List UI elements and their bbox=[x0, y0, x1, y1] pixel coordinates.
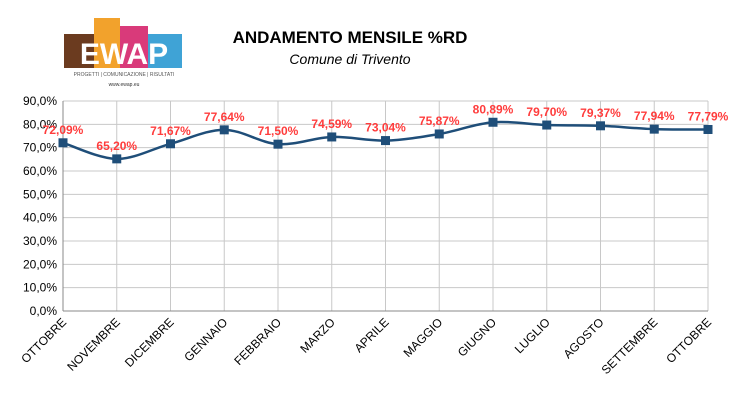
data-label: 71,50% bbox=[258, 124, 299, 138]
y-tick-label: 80,0% bbox=[23, 117, 57, 131]
x-tick-label: AGOSTO bbox=[561, 315, 607, 361]
x-tick-label: OTTOBRE bbox=[663, 315, 714, 366]
chart-subtitle: Comune di Trivento bbox=[289, 51, 411, 67]
y-tick-label: 90,0% bbox=[23, 94, 57, 108]
data-label: 77,64% bbox=[204, 110, 245, 124]
y-tick-label: 10,0% bbox=[23, 281, 57, 295]
data-label: 72,09% bbox=[43, 123, 84, 137]
data-point bbox=[596, 121, 605, 131]
data-point bbox=[58, 138, 68, 148]
data-point bbox=[649, 124, 659, 134]
data-label: 77,79% bbox=[688, 109, 729, 123]
y-tick-label: 0,0% bbox=[30, 304, 58, 318]
svg-text:EWAP: EWAP bbox=[80, 38, 168, 71]
x-tick-label: DICEMBRE bbox=[122, 315, 177, 370]
data-point bbox=[327, 132, 337, 142]
axes bbox=[62, 101, 708, 312]
x-tick-label: APRILE bbox=[352, 315, 392, 355]
x-tick-label: NOVEMBRE bbox=[64, 315, 122, 373]
series-markers bbox=[58, 117, 713, 164]
data-point bbox=[434, 129, 444, 139]
y-tick-label: 60,0% bbox=[23, 164, 57, 178]
data-label: 75,87% bbox=[419, 114, 460, 128]
svg-text:PROGETTI | COMUNICAZIONE | RIS: PROGETTI | COMUNICAZIONE | RISULTATI bbox=[74, 72, 175, 78]
x-tick-label: MAGGIO bbox=[401, 315, 446, 360]
data-labels: 72,09% 65,20% 71,67% 77,64% 71,50% 74,59% 73,0… bbox=[43, 102, 729, 153]
data-label: 79,37% bbox=[580, 106, 621, 120]
data-point bbox=[219, 125, 229, 135]
data-point bbox=[381, 136, 390, 146]
x-tick-label: OTTOBRE bbox=[18, 315, 69, 366]
y-tick-label: 50,0% bbox=[23, 187, 57, 201]
data-point bbox=[112, 154, 122, 164]
y-tick-label: 40,0% bbox=[23, 211, 57, 225]
data-label: 73,04% bbox=[365, 121, 406, 135]
data-label: 80,89% bbox=[473, 102, 514, 116]
data-point bbox=[542, 120, 552, 130]
chart-title: ANDAMENTO MENSILE %RD bbox=[232, 28, 468, 47]
svg-text:www.ewap.eu: www.ewap.eu bbox=[109, 82, 140, 88]
data-point bbox=[703, 124, 713, 134]
data-point bbox=[273, 139, 283, 149]
x-tick-label: GIUGNO bbox=[455, 315, 499, 359]
data-label: 74,59% bbox=[311, 117, 352, 131]
x-tick-label: FEBBRAIO bbox=[231, 315, 284, 368]
ewap-logo: EWAP PROGETTI | COMUNICAZIONE | RISULTAT… bbox=[64, 18, 182, 88]
data-label: 71,67% bbox=[150, 124, 191, 138]
data-point bbox=[166, 139, 175, 149]
data-point bbox=[488, 117, 498, 127]
y-tick-label: 30,0% bbox=[23, 234, 57, 248]
x-tick-label: SETTEMBRE bbox=[599, 315, 661, 377]
data-label: 65,20% bbox=[96, 139, 137, 153]
data-label: 79,70% bbox=[526, 105, 567, 119]
x-tick-label: LUGLIO bbox=[512, 315, 553, 356]
y-tick-label: 20,0% bbox=[23, 257, 57, 271]
x-tick-label: GENNAIO bbox=[181, 315, 230, 364]
y-tick-labels: 0,0% 10,0% 20,0% 30,0% 40,0% 50,0% 60,0% 70,0% 8… bbox=[23, 94, 57, 318]
x-tick-label: MARZO bbox=[297, 315, 338, 356]
data-label: 77,94% bbox=[634, 109, 675, 123]
y-tick-label: 70,0% bbox=[23, 141, 57, 155]
